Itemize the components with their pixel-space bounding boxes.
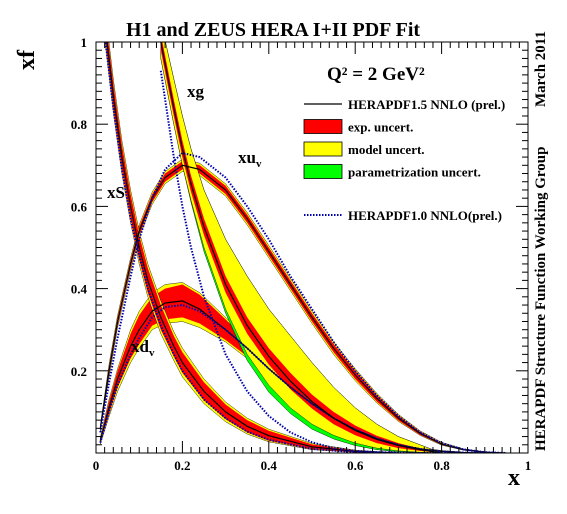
legend-0-label: HERAPDF1.5 NNLO (prel.) xyxy=(348,97,505,112)
legend-4-label: HERAPDF1.0 NNLO(prel.) xyxy=(348,208,502,223)
xuv-label: xuv xyxy=(238,148,262,170)
y-tick-label: 0.8 xyxy=(71,117,88,132)
legend-2-label: model uncert. xyxy=(348,142,425,157)
y-tick-label: 0.2 xyxy=(71,364,87,379)
legend-3-label: parametrization uncert. xyxy=(348,165,481,180)
date-annotation: March 2011 xyxy=(533,31,549,107)
xdv-label: xdv xyxy=(131,337,155,359)
legend-3-box-swatch xyxy=(303,164,343,179)
x-tick-label: 0.6 xyxy=(347,458,364,473)
legend-2-box-swatch xyxy=(303,141,343,157)
xs-central-line xyxy=(106,42,399,453)
chart-title: H1 and ZEUS HERA I+II PDF Fit xyxy=(126,19,420,41)
uncertainty-bands xyxy=(100,42,507,453)
xs-herapdf10-line xyxy=(104,42,399,453)
y-tick-label: 0.4 xyxy=(71,282,88,297)
xd-herapdf10-line xyxy=(99,303,485,453)
xg-label: xg xyxy=(187,82,205,101)
scale-annotation: Q² = 2 GeV² xyxy=(327,64,425,85)
group-annotation: HERAPDF Structure Function Working Group xyxy=(533,147,549,451)
xg-central-line xyxy=(160,42,442,453)
axes: 0 0.2 0.4 0.6 0.8 1 0.2 0.4 0.6 0.8 1 xyxy=(71,35,532,473)
xs-exp-band xyxy=(105,42,399,453)
x-tick-label: 0.4 xyxy=(261,458,278,473)
legend-1-label: exp. uncert. xyxy=(348,120,413,135)
legend-1-box-swatch xyxy=(303,119,343,134)
x-tick-label: 0.2 xyxy=(174,458,190,473)
x-tick-label: 0.8 xyxy=(433,458,450,473)
xu-exp-band xyxy=(100,161,507,453)
curve-labels: xg xuv xS xdv xyxy=(107,82,262,359)
y-tick-label: 0.6 xyxy=(71,199,88,214)
xu-herapdf10-line xyxy=(99,151,507,453)
xs-label: xS xyxy=(107,183,125,202)
legend: HERAPDF1.5 NNLO (prel.) exp. uncert. model… xyxy=(303,97,505,223)
y-tick-label: 1 xyxy=(81,35,88,50)
x-tick-label: 1 xyxy=(525,458,532,473)
central-curves xyxy=(99,42,507,453)
x-tick-label: 0 xyxy=(93,458,100,473)
x-axis-label: x xyxy=(508,465,520,491)
y-axis-label: xf xyxy=(14,49,40,70)
